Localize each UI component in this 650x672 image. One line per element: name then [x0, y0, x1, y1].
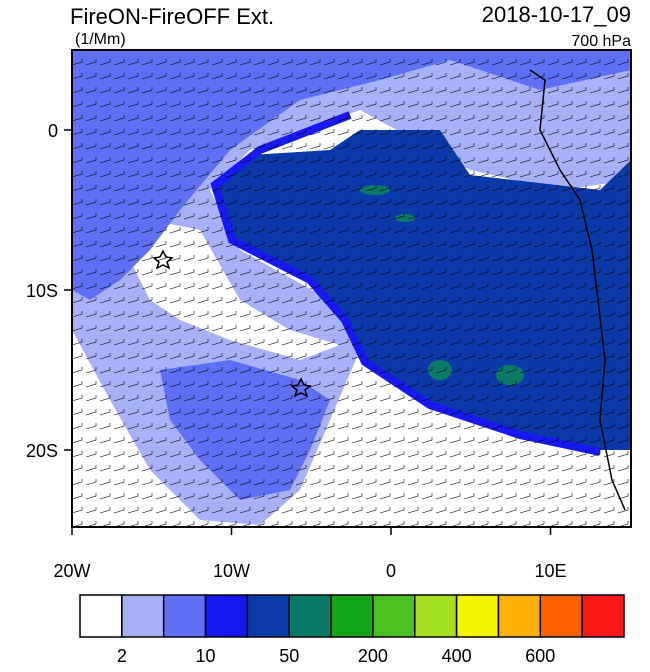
- map-frame: [71, 49, 632, 528]
- title: FireON-FireOFF Ext.: [70, 4, 274, 29]
- colorbar-box: [246, 594, 290, 638]
- colorbar-label: 400: [442, 646, 472, 666]
- colorbar-label: 2: [117, 646, 127, 666]
- colorbar-label: 50: [279, 646, 299, 666]
- star: [152, 249, 174, 270]
- colorbar-box: [372, 594, 416, 638]
- map: [72, 50, 631, 527]
- colorbar-label: 600: [525, 646, 555, 666]
- colorbar-box: [288, 594, 332, 638]
- colorbar-box: [121, 594, 165, 638]
- colorbar-box: [162, 594, 207, 638]
- colorbar-box: [581, 594, 625, 638]
- colorbar-box: [330, 594, 374, 638]
- colorbar-box: [455, 594, 500, 638]
- colorbar-box: [497, 594, 542, 638]
- colorbar-label: 200: [358, 646, 388, 666]
- colorbar-label: 10: [196, 646, 216, 666]
- coastline: [529, 69, 626, 511]
- colorbar-box: [539, 594, 583, 638]
- units: (1/Mm): [75, 31, 126, 48]
- colorbar-box: [79, 594, 123, 638]
- colorbar-box: [204, 594, 249, 638]
- lon-label: 10E: [534, 561, 566, 581]
- lon-label: 0: [386, 561, 396, 581]
- lat-label: 0: [48, 121, 58, 141]
- lat-label: 10S: [26, 281, 58, 301]
- star: [290, 377, 312, 398]
- colorbar-box: [414, 594, 458, 638]
- lon-label: 10W: [213, 561, 250, 581]
- level: 700 hPa: [571, 33, 631, 50]
- date: 2018-10-17_09: [482, 2, 631, 27]
- lat-label: 20S: [26, 441, 58, 461]
- lon-label: 20W: [53, 561, 90, 581]
